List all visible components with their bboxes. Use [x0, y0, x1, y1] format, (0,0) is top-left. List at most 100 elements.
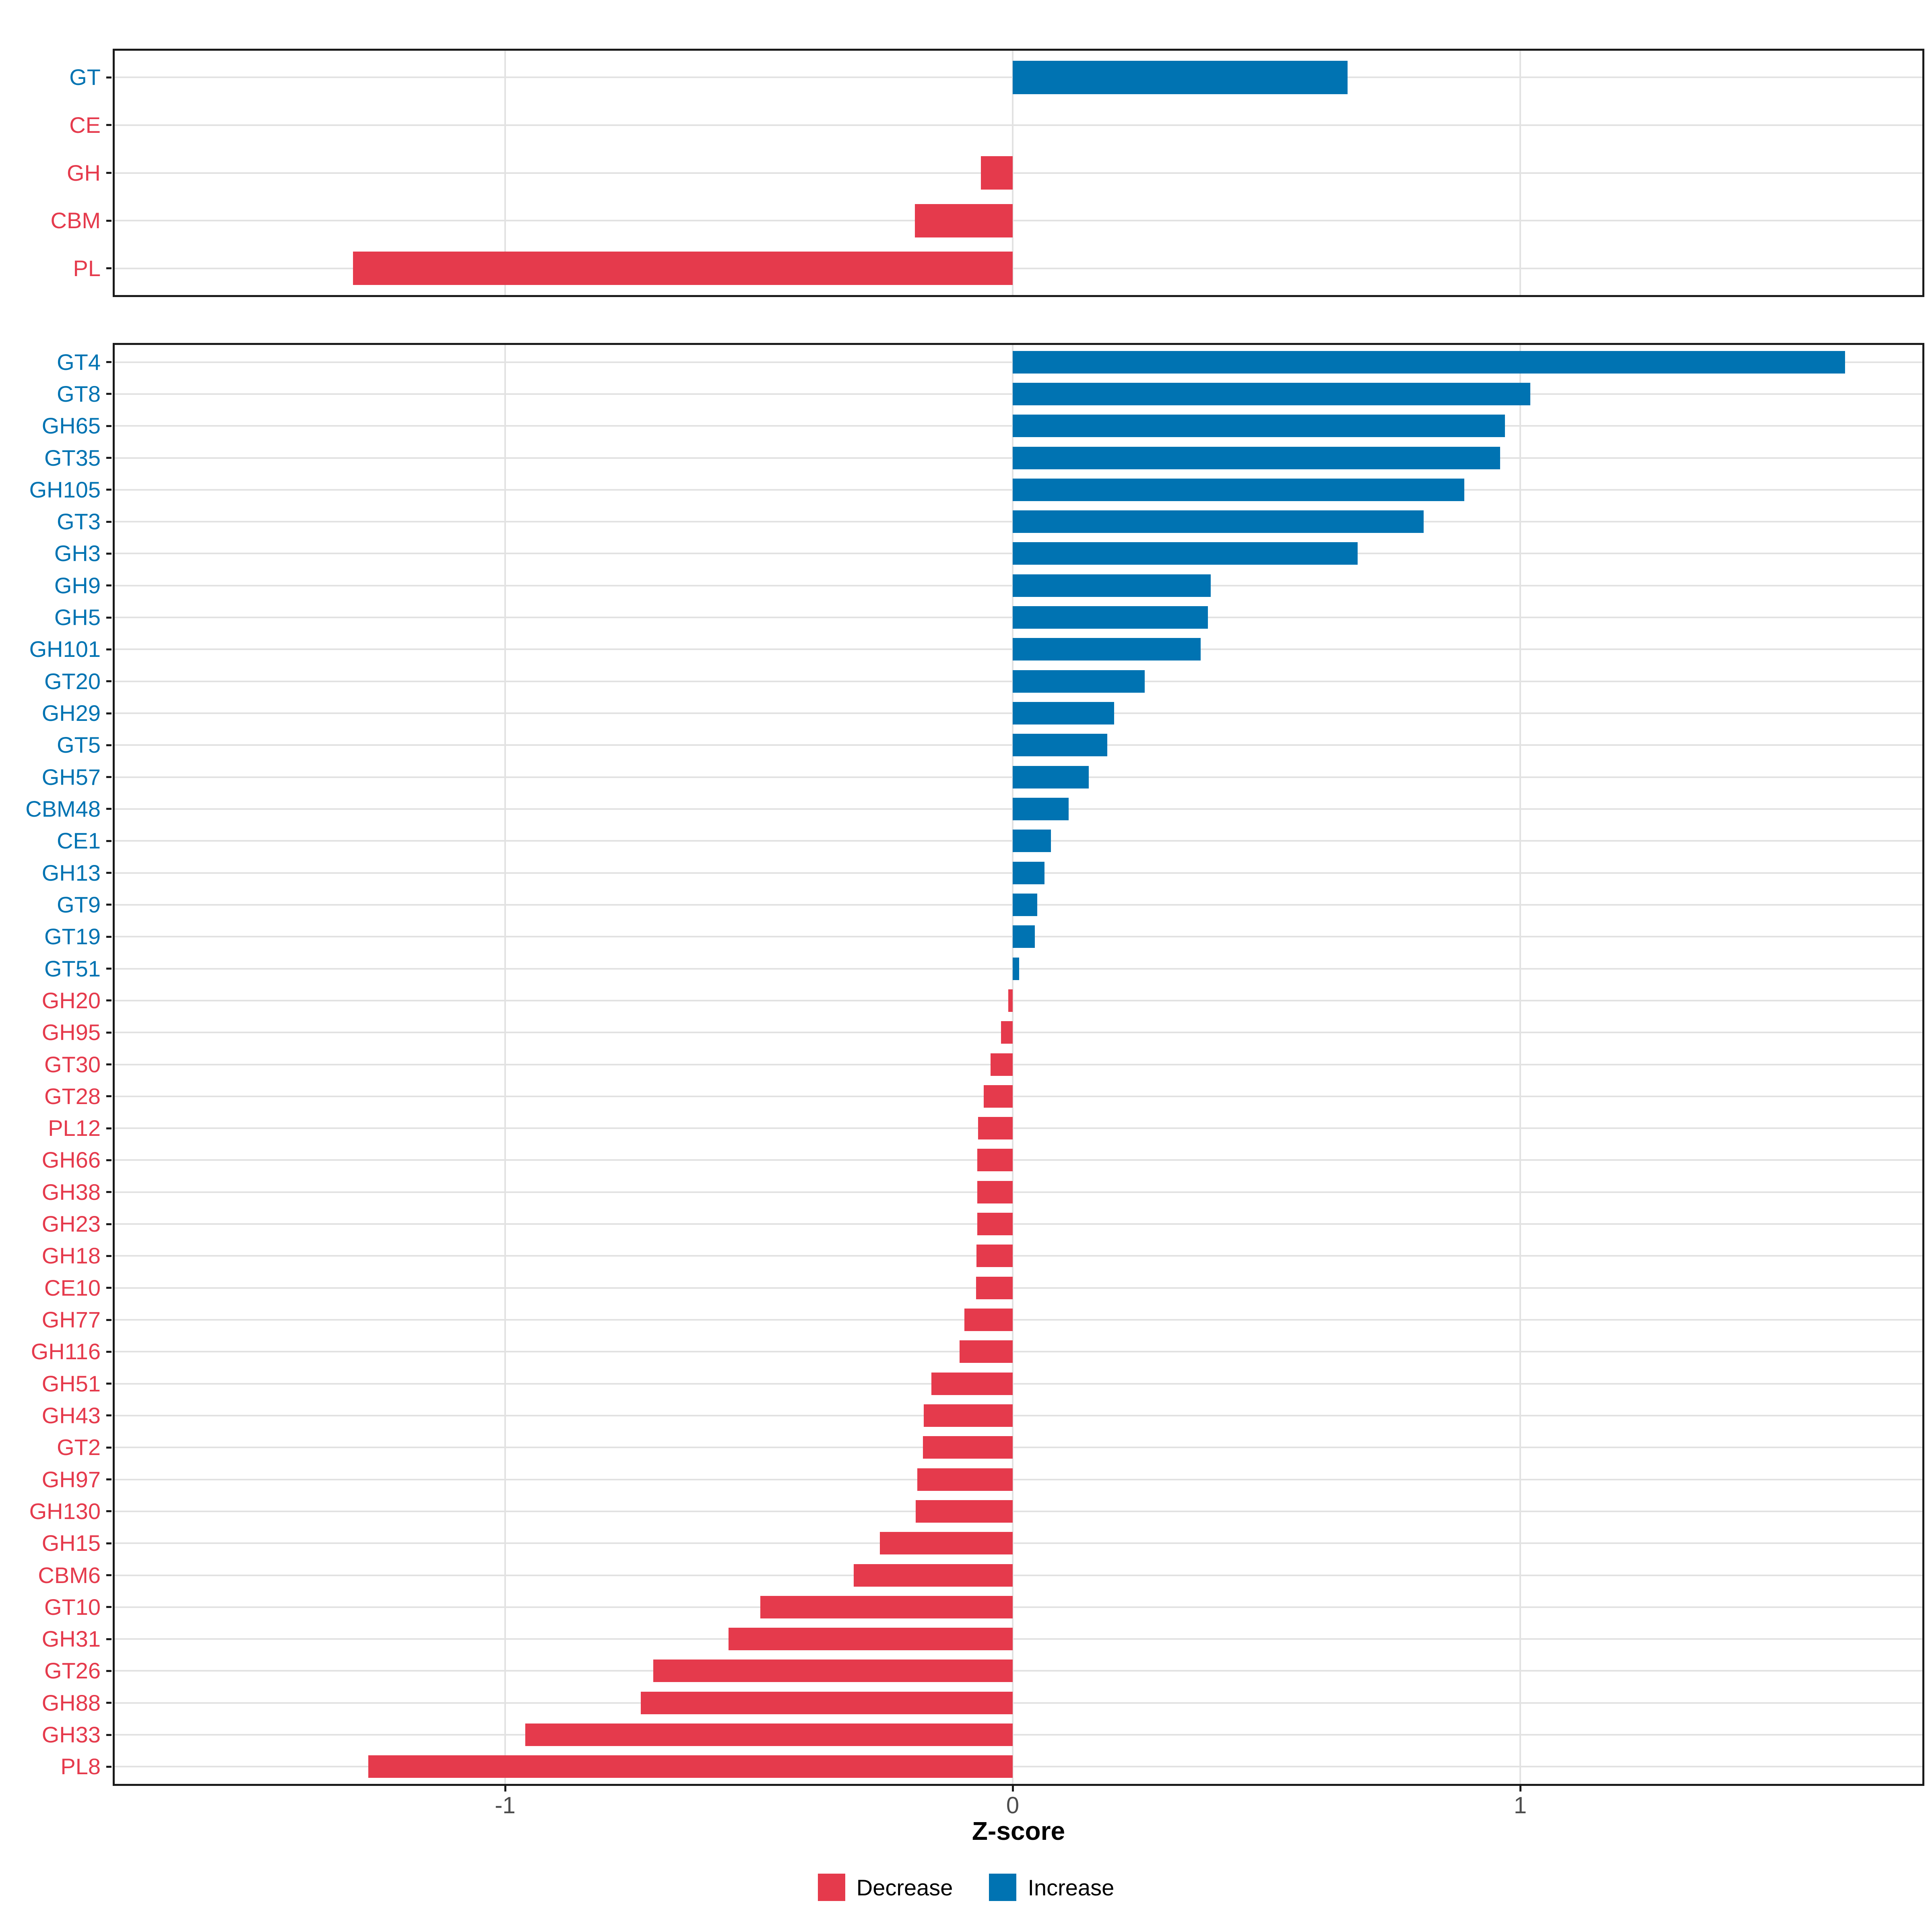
category-label-gh9: GH9 — [54, 572, 101, 598]
row-gridline — [113, 1574, 1924, 1576]
category-tick — [106, 1765, 111, 1768]
category-label-gt: GT — [69, 64, 101, 90]
x-axis-tick-label: -1 — [495, 1792, 516, 1818]
bar-gh43 — [924, 1404, 1013, 1427]
category-label-gt10: GT10 — [44, 1594, 101, 1620]
category-tick — [106, 1670, 111, 1672]
category-label-cbm48: CBM48 — [25, 796, 101, 822]
bar-ce10 — [976, 1277, 1013, 1299]
category-tick — [106, 904, 111, 906]
bar-cbm48 — [1013, 798, 1069, 820]
bar-gt26 — [653, 1660, 1013, 1682]
category-label-cbm6: CBM6 — [38, 1562, 101, 1588]
x-axis-tick-label: 0 — [1006, 1792, 1020, 1818]
category-label-gh65: GH65 — [41, 413, 101, 439]
category-tick — [106, 1095, 111, 1098]
category-label-gt51: GT51 — [44, 956, 101, 981]
category-tick — [106, 872, 111, 874]
category-label-gh5: GH5 — [54, 605, 101, 630]
category-tick — [106, 520, 111, 523]
category-label-gh97: GH97 — [41, 1466, 101, 1492]
category-label-gh95: GH95 — [41, 1020, 101, 1045]
bar-gh66 — [977, 1149, 1013, 1171]
row-gridline — [113, 267, 1924, 269]
category-label-gt26: GT26 — [44, 1658, 101, 1684]
bar-ce1 — [1013, 830, 1051, 852]
row-gridline — [113, 1447, 1924, 1449]
row-gridline — [113, 172, 1924, 174]
major-gridline-x — [1519, 343, 1521, 1786]
bar-pl12 — [978, 1117, 1013, 1139]
bar-gh116 — [959, 1340, 1013, 1363]
row-gridline — [113, 1287, 1924, 1289]
row-gridline — [113, 1383, 1924, 1385]
category-tick — [106, 219, 111, 222]
bar-gh3 — [1013, 542, 1358, 565]
bar-gh130 — [916, 1500, 1013, 1523]
row-gridline — [113, 1510, 1924, 1512]
category-label-gh88: GH88 — [41, 1690, 101, 1715]
row-gridline — [113, 1223, 1924, 1225]
bar-gt30 — [990, 1053, 1013, 1076]
legend-key-increase — [989, 1874, 1017, 1901]
category-label-gh51: GH51 — [41, 1371, 101, 1396]
bar-pl8 — [368, 1755, 1013, 1778]
category-tick — [106, 1127, 111, 1129]
category-label-gt5: GT5 — [57, 732, 101, 758]
category-label-gh18: GH18 — [41, 1243, 101, 1269]
category-tick — [106, 361, 111, 363]
category-tick — [106, 1063, 111, 1065]
row-gridline — [113, 1191, 1924, 1193]
bar-gh18 — [976, 1245, 1013, 1267]
x-axis-tick — [1011, 1786, 1014, 1792]
category-label-gt3: GT3 — [57, 509, 101, 535]
category-label-gh101: GH101 — [29, 636, 101, 662]
category-tick — [106, 393, 111, 395]
category-label-gt9: GT9 — [57, 892, 101, 917]
bar-gt5 — [1013, 734, 1107, 756]
category-label-gh57: GH57 — [41, 764, 101, 790]
legend-item-decrease: Decrease — [817, 1874, 953, 1901]
bar-gh65 — [1013, 415, 1505, 437]
major-gridline-x — [1012, 49, 1013, 297]
category-label-gh23: GH23 — [41, 1211, 101, 1237]
category-tick — [106, 1638, 111, 1640]
x-axis-tick-label: 1 — [1513, 1792, 1527, 1818]
category-tick — [106, 1223, 111, 1225]
category-tick — [106, 616, 111, 619]
row-gridline — [113, 1766, 1924, 1768]
category-tick — [106, 776, 111, 778]
legend-key-decrease — [817, 1874, 845, 1901]
bar-gt8 — [1013, 383, 1530, 405]
bar-gt9 — [1013, 894, 1037, 916]
category-label-cbm: CBM — [50, 208, 101, 233]
bar-gt19 — [1013, 925, 1035, 948]
legend: Decrease Increase — [0, 1874, 1932, 1901]
category-label-pl8: PL8 — [60, 1754, 101, 1779]
bar-gt10 — [760, 1596, 1013, 1618]
families-panel: GT4 GT8 GH65 GT35 GH105 GT3 GH3 GH9 GH5 GH101 GT20… — [25, 343, 1924, 1786]
x-axis-tick — [504, 1786, 506, 1792]
category-tick — [106, 584, 111, 587]
bar-gh51 — [931, 1373, 1013, 1395]
row-gridline — [113, 1095, 1924, 1097]
row-gridline — [113, 1319, 1924, 1321]
category-tick — [106, 267, 111, 270]
bar-gh38 — [977, 1181, 1013, 1203]
bar-gh5 — [1013, 606, 1208, 629]
row-gridline — [113, 124, 1924, 126]
category-tick — [106, 648, 111, 650]
legend-label-decrease: Decrease — [856, 1874, 953, 1900]
row-gridline — [113, 1032, 1924, 1034]
legend-item-increase: Increase — [989, 1874, 1114, 1901]
bar-gt20 — [1013, 670, 1145, 693]
category-tick — [106, 744, 111, 746]
bar-gh101 — [1013, 638, 1201, 661]
bar-pl — [353, 252, 1013, 285]
category-tick — [106, 1574, 111, 1577]
bar-gh33 — [525, 1724, 1013, 1746]
bar-gt35 — [1013, 447, 1500, 469]
category-label-gt8: GT8 — [57, 381, 101, 407]
category-tick — [106, 1414, 111, 1417]
